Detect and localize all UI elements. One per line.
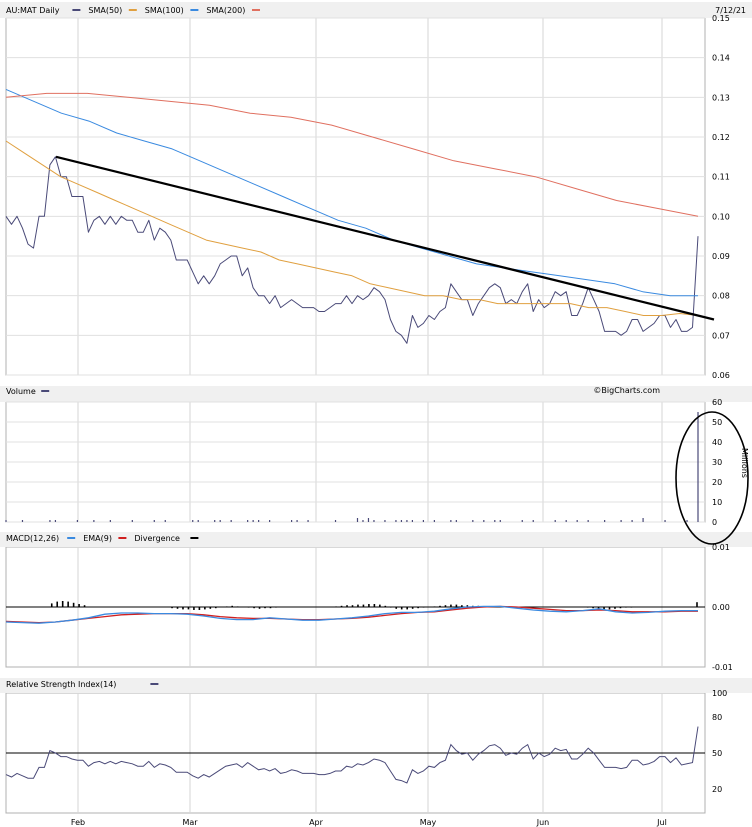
legend-label: Divergence: [134, 534, 180, 543]
price-tick-label: 0.12: [712, 133, 730, 142]
volume-tick-label: 20: [712, 478, 722, 487]
gridlines: [6, 17, 705, 813]
watermark: ©BigCharts.com: [593, 386, 660, 395]
x-tick-label: Jun: [536, 818, 550, 827]
legend-label: MACD(12,26): [6, 534, 59, 543]
price-tick-label: 0.11: [712, 173, 730, 182]
rsi-tick-label: 20: [712, 785, 722, 794]
rsi-panel: [5, 726, 699, 784]
header-date: 7/12/21: [715, 6, 746, 15]
legend-label: EMA(9): [83, 534, 112, 543]
panel-header-bar: [0, 532, 752, 547]
rsi-tick-label: 100: [712, 689, 727, 698]
macd-tick-label: -0.01: [712, 663, 733, 672]
series-line-sma-50-: [5, 140, 699, 316]
volume-tick-label: 60: [712, 398, 722, 407]
rsi-tick-label: 80: [712, 713, 722, 722]
price-tick-label: 0.06: [712, 371, 730, 380]
volume-tick-label: 30: [712, 458, 722, 467]
volume-unit-label: Millions: [740, 448, 749, 478]
x-tick-label: May: [420, 818, 437, 827]
price-tick-label: 0.07: [712, 331, 730, 340]
panel-header-bar: [0, 386, 752, 402]
macd-panel: [5, 601, 698, 624]
legend-label: Relative Strength Index(14): [6, 680, 116, 689]
price-tick-label: 0.15: [712, 14, 730, 23]
x-axis-labels: Feb Mar Apr May Jun Jul: [71, 818, 667, 827]
volume-tick-label: 40: [712, 438, 722, 447]
legend-label: SMA(50): [88, 6, 122, 15]
volume-tick-label: 0: [712, 518, 717, 527]
legend-label: SMA(100): [145, 6, 184, 15]
price-tick-label: 0.10: [712, 212, 730, 221]
x-tick-label: Mar: [182, 818, 198, 827]
annotation-circle: [675, 411, 749, 545]
macd-tick-label: 0.00: [712, 603, 730, 612]
series-line-sma-100-: [5, 88, 698, 297]
volume-tick-label: 50: [712, 418, 722, 427]
price-tick-label: 0.14: [712, 54, 730, 63]
volume-tick-label: 10: [712, 498, 722, 507]
rsi-line: [5, 726, 699, 784]
price-panel: [5, 88, 715, 344]
legend-label: SMA(200): [206, 6, 245, 15]
legend-label: Volume: [6, 387, 36, 396]
macd-line: [5, 605, 698, 624]
price-tick-label: 0.09: [712, 252, 730, 261]
price-tick-label: 0.08: [712, 292, 730, 301]
panel-frame-price: [5, 17, 706, 376]
legends: AU:MAT Daily SMA(50) SMA(100) SMA(200) Volum…: [6, 6, 260, 689]
legend-label: AU:MAT Daily: [6, 6, 60, 15]
panel-header-bar: [0, 678, 752, 693]
y-axis-labels: 0.15 0.14 0.13 0.12 0.11 0.10 0.09 0.08 0.07 0.06…: [712, 14, 733, 794]
x-tick-label: Apr: [309, 818, 324, 827]
series-line-au-mat-daily: [5, 156, 699, 344]
price-tick-label: 0.13: [712, 93, 730, 102]
series-line-sma-200-: [5, 92, 699, 217]
x-tick-label: Jul: [656, 818, 667, 827]
x-tick-label: Feb: [71, 818, 85, 827]
volume-panel: [5, 411, 749, 545]
series-line-trendline: [55, 155, 715, 321]
macd-tick-label: 0.01: [712, 543, 730, 552]
panel-header-bar: [0, 2, 752, 18]
rsi-tick-label: 50: [712, 749, 722, 758]
